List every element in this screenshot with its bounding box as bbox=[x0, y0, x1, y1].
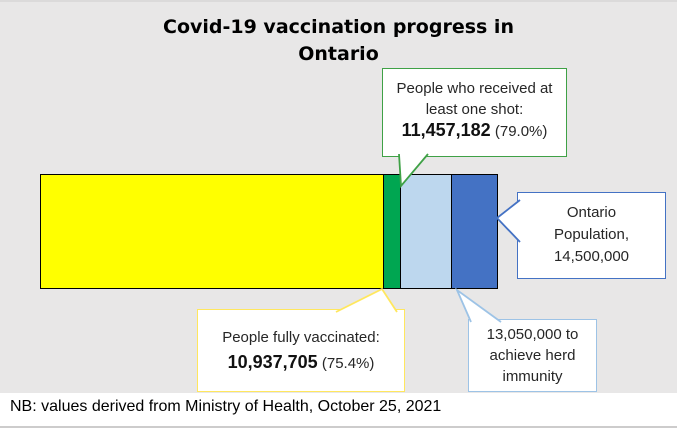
callout-herd-immunity: 13,050,000 to achieve herd immunity bbox=[468, 319, 597, 392]
callout-fully-label: People fully vaccinated: bbox=[222, 329, 380, 346]
callout-ontario-population: Ontario Population, 14,500,000 bbox=[517, 192, 666, 279]
bar-segment-herd-immunity-gap bbox=[400, 175, 452, 288]
chart-title-line2: Ontario bbox=[298, 43, 379, 65]
stacked-bar bbox=[40, 174, 498, 289]
herd-line2: achieve herd bbox=[489, 347, 576, 364]
herd-immunity-tail-pointer bbox=[454, 287, 502, 323]
fully-value: 10,937,705 bbox=[227, 352, 318, 372]
chart-title-line1: Covid-19 vaccination progress in bbox=[163, 16, 514, 38]
chart-area: Covid-19 vaccination progress in Ontario… bbox=[0, 0, 677, 393]
fully-pct: (75.4%) bbox=[317, 355, 375, 372]
herd-line1: 13,050,000 to bbox=[486, 326, 579, 343]
population-line2: Population, bbox=[553, 226, 630, 243]
callout-one-shot-line2: least one shot: bbox=[425, 101, 524, 118]
population-line3: 14,500,000 bbox=[553, 248, 630, 265]
herd-line3: immunity bbox=[502, 368, 563, 385]
bar-segment-one-shot bbox=[383, 175, 401, 288]
callout-one-shot: People who received at least one shot: 1… bbox=[382, 68, 567, 157]
bar-segment-remaining-population bbox=[451, 175, 497, 288]
callout-one-shot-line1: People who received at bbox=[396, 80, 553, 97]
bottom-divider bbox=[0, 426, 677, 428]
chart-title: Covid-19 vaccination progress in Ontario bbox=[0, 14, 677, 68]
one-shot-pct: (79.0%) bbox=[490, 123, 548, 140]
callout-fully-value-line: 10,937,705 (75.4%) bbox=[198, 350, 404, 376]
population-line1: Ontario bbox=[566, 204, 617, 221]
callout-one-shot-value-line: 11,457,182 (79.0%) bbox=[383, 120, 566, 142]
source-note: NB: values derived from Ministry of Heal… bbox=[10, 398, 442, 415]
bar-segment-fully-vaccinated bbox=[41, 175, 384, 288]
one-shot-value: 11,457,182 bbox=[401, 120, 491, 140]
callout-fully-vaccinated: People fully vaccinated: 10,937,705 (75.… bbox=[197, 309, 405, 392]
